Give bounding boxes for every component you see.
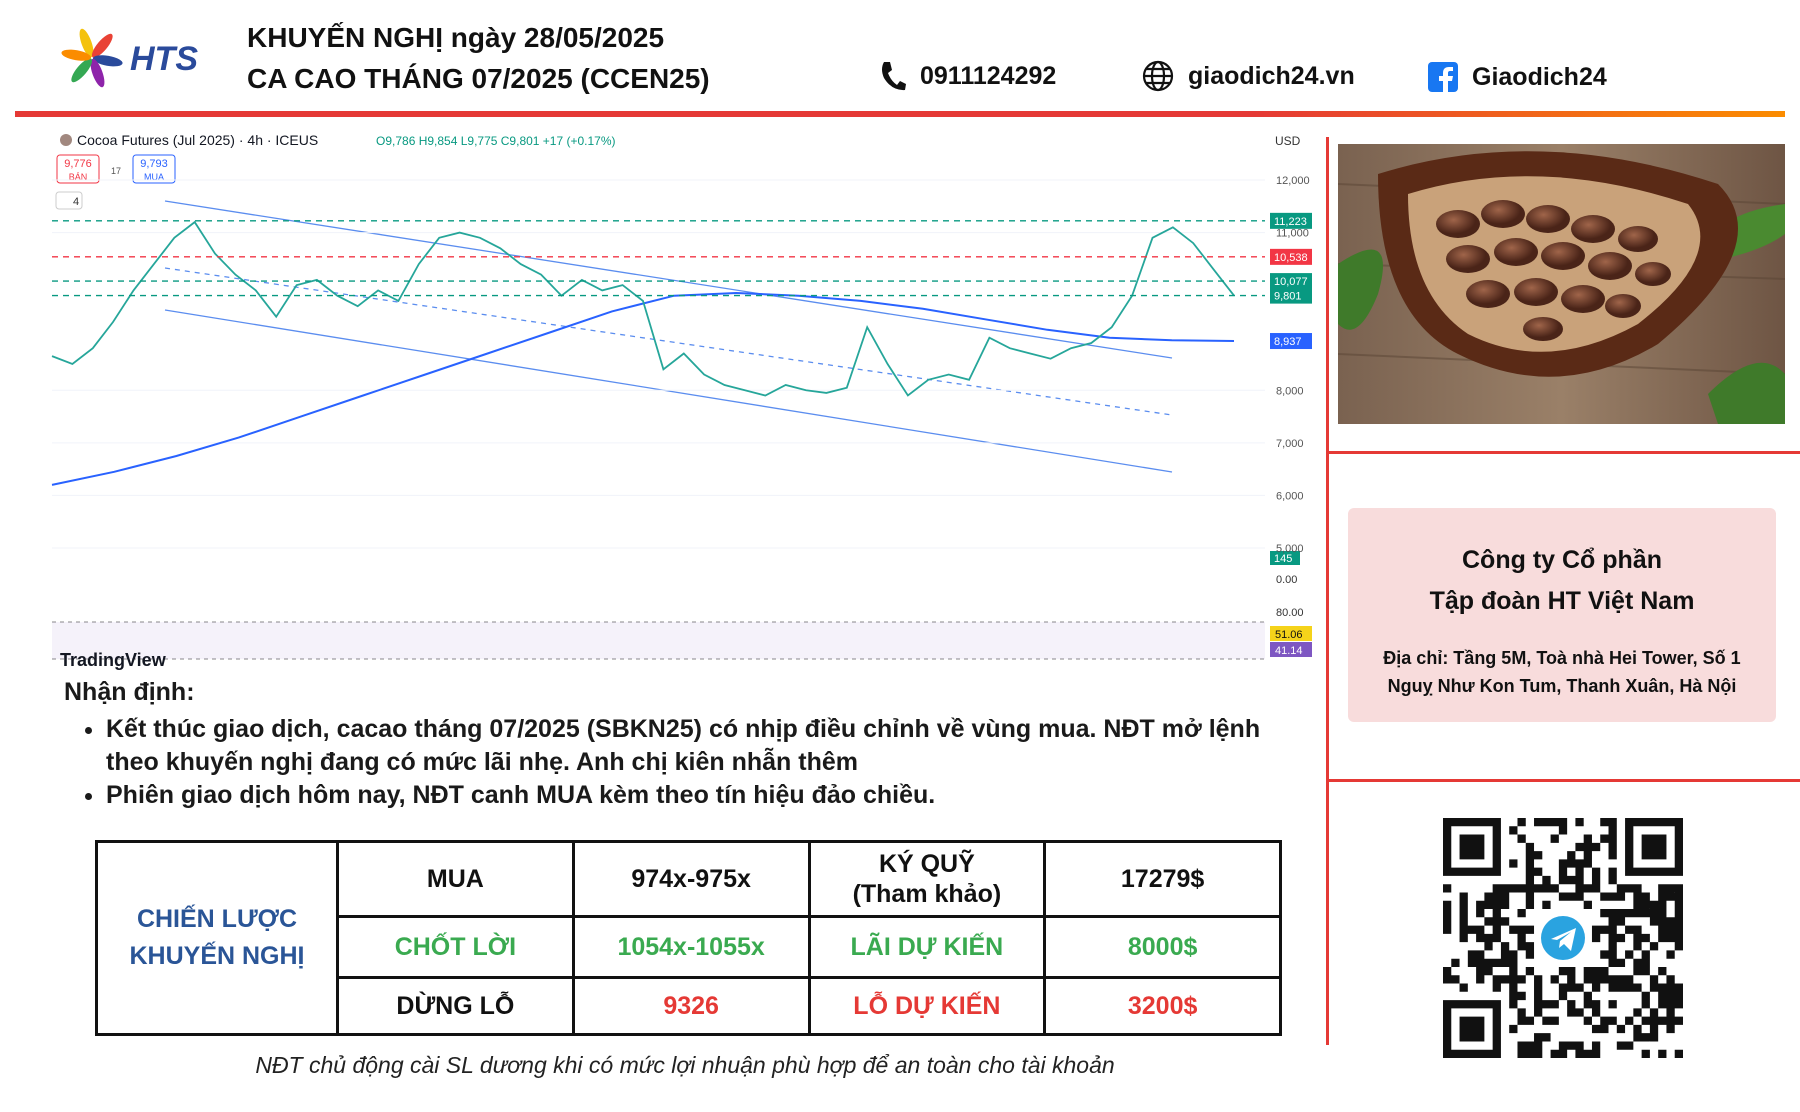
volume-axis: 0.00 <box>1276 574 1297 586</box>
price-tag: 11,223 <box>1274 216 1307 228</box>
strategy-line: KHUYẾN NGHỊ <box>129 942 305 970</box>
cocoa-photo <box>1338 144 1785 424</box>
analysis: Nhận định: Kết thúc giao dịch, cacao thá… <box>64 678 1304 812</box>
strategy-line: CHIẾN LƯỢC <box>136 905 298 933</box>
table-cell: LỖ DỰ KIẾN <box>807 976 1044 1033</box>
volume-tag: 145 <box>1274 553 1292 565</box>
volume-tag-bg <box>1270 551 1300 565</box>
price-tag-bg <box>1270 287 1312 304</box>
website-url: giaodich24.vn <box>1188 61 1355 90</box>
buy-box <box>132 154 176 184</box>
qr-code <box>1443 818 1683 1058</box>
table-cell: 1054x-1055x <box>571 915 808 976</box>
y-tick-label: 11,000 <box>1276 228 1309 240</box>
y-tick-label: 12,000 <box>1276 175 1310 187</box>
buy-label: MUA <box>144 172 164 182</box>
rsi-axis: 80.00 <box>1276 607 1304 619</box>
analysis-heading: Nhận định: <box>64 678 195 706</box>
ohlc: O9,786 H9,854 L9,775 C9,801 +17 (+0.17%) <box>376 134 616 148</box>
y-tick-label: 7,000 <box>1276 438 1304 450</box>
qr-modules <box>1443 818 1683 1058</box>
logo-text: HTS <box>130 40 198 78</box>
indicator-box <box>55 191 83 210</box>
price-tag: 9,801 <box>1274 291 1302 303</box>
sell-box <box>56 154 100 184</box>
price-line <box>51 220 1235 397</box>
website: giaodich24.vn <box>1142 60 1355 92</box>
company-box: Công ty Cổ phần Tập đoàn HT Việt Nam Địa… <box>1348 508 1776 722</box>
strategy-table: CHIẾN LƯỢC KHUYẾN NGHỊ MUA 974x-975x KÝ QU… <box>95 840 1282 1036</box>
spread: 17 <box>111 166 121 176</box>
facebook-icon <box>1428 62 1458 92</box>
symbol-icon <box>60 134 72 146</box>
chart-bg <box>52 128 1315 673</box>
analysis-bullet: Kết thúc giao dịch, cacao tháng 07/2025 … <box>106 713 1304 779</box>
analysis-bullet: Phiên giao dịch hôm nay, NĐT canh MUA kè… <box>106 779 1304 812</box>
rsi-tag-bg <box>1270 642 1312 657</box>
rsi-tag: 41.14 <box>1275 645 1303 657</box>
divider <box>1326 137 1329 1045</box>
channel <box>164 200 1173 473</box>
price-tag: 10,538 <box>1274 252 1308 264</box>
table-cell-line: KÝ QUỸ <box>878 850 975 878</box>
company-name-line: Công ty Cổ phần <box>1462 546 1662 574</box>
y-tick-label: 8,000 <box>1276 385 1304 397</box>
indicator-count: 4 <box>73 196 79 208</box>
company-name-line: Tập đoàn HT Việt Nam <box>1429 587 1695 615</box>
price-tag: 10,077 <box>1274 276 1308 288</box>
rsi-tag: 51.06 <box>1275 629 1303 641</box>
price-tag-bg <box>1270 248 1312 265</box>
table-cell-line: (Tham khảo) <box>852 880 1002 908</box>
table-cell: 8000$ <box>1043 915 1279 976</box>
title-line-2: CA CAO THÁNG 07/2025 (CCEN25) <box>247 63 710 94</box>
rsi-tag-bg <box>1270 626 1312 641</box>
divider <box>1326 451 1800 454</box>
price-tag-bg <box>1270 273 1312 290</box>
symbol: Cocoa Futures (Jul 2025) · 4h · ICEUS <box>77 132 318 148</box>
logo: HTS <box>61 28 198 88</box>
price-tag: 8,937 <box>1274 336 1302 348</box>
rsi-band <box>52 622 1265 659</box>
table-cell: 974x-975x <box>571 843 808 915</box>
facebook: Giaodich24 <box>1428 62 1607 92</box>
table-cell: 3200$ <box>1043 976 1279 1033</box>
brand: TradingView <box>60 650 167 670</box>
phone-number: 0911124292 <box>920 61 1057 90</box>
footnote: NĐT chủ động cài SL dương khi có mức lợi… <box>255 1052 1115 1078</box>
y-tick-label: 5,000 <box>1276 543 1304 555</box>
phone-icon <box>882 62 906 91</box>
currency: USD <box>1275 134 1301 148</box>
globe-icon <box>1142 60 1174 92</box>
price-chart: Cocoa Futures (Jul 2025) · 4h · ICEUS O9… <box>51 128 1315 673</box>
sell-price: 9,776 <box>64 158 92 170</box>
strategy-label: CHIẾN LƯỢC KHUYẾN NGHỊ <box>98 843 336 1033</box>
table-cell: CHỐT LỜI <box>336 915 572 976</box>
price-tag-bg <box>1270 333 1312 350</box>
y-tick-label: 6,000 <box>1276 490 1304 502</box>
phone: 0911124292 <box>878 60 1056 92</box>
table-cell: KÝ QUỸ (Tham khảo) <box>807 843 1044 915</box>
sell-label: BÁN <box>69 172 88 182</box>
table-cell: LÃI DỰ KIẾN <box>807 915 1044 976</box>
table-cell: MUA <box>336 843 572 915</box>
table-cell: 17279$ <box>1043 843 1279 915</box>
company-name: Công ty Cổ phần Tập đoàn HT Việt Nam <box>1348 540 1776 622</box>
title-line-1: KHUYẾN NGHỊ ngày 28/05/2025 <box>247 22 665 53</box>
price-tag-bg <box>1270 212 1312 229</box>
table-cell: DỪNG LỖ <box>336 976 572 1033</box>
facebook-name: Giaodich24 <box>1472 62 1607 91</box>
divider <box>1326 779 1800 782</box>
header-rule <box>15 111 1785 117</box>
analysis-list: Kết thúc giao dịch, cacao tháng 07/2025 … <box>64 713 1304 812</box>
table-cell: 9326 <box>571 976 808 1033</box>
buy-price: 9,793 <box>140 158 168 170</box>
company-address: Địa chỉ: Tầng 5M, Toà nhà Hei Tower, Số … <box>1383 648 1741 696</box>
